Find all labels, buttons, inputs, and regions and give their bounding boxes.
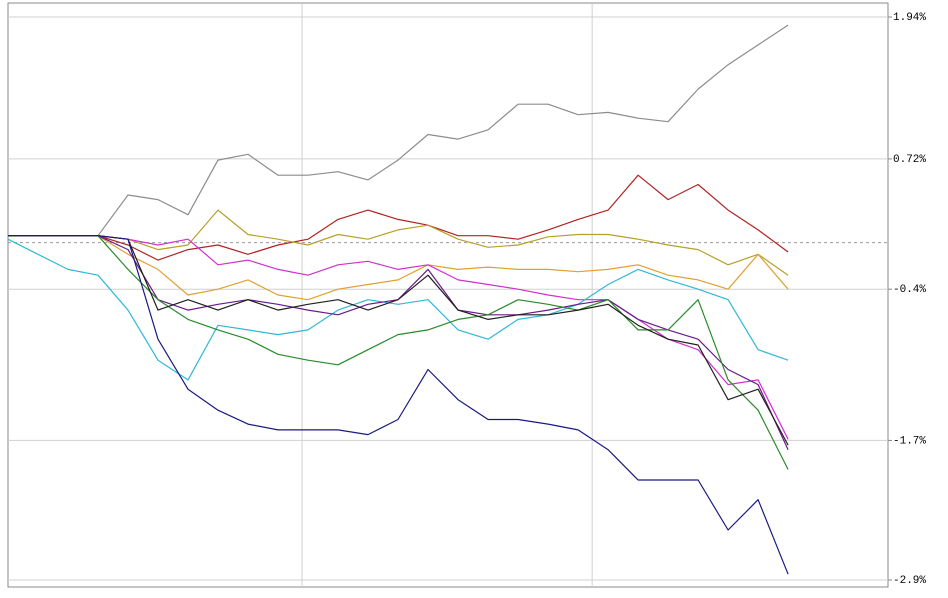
series-line [8,235,789,446]
y-tick-label: -1.7% [893,435,926,447]
series-line [8,235,789,440]
series-line [8,209,789,276]
series-line [8,235,789,575]
plot-frame [7,2,889,588]
y-tick-label: -0.4% [893,284,926,296]
series-line [8,235,789,301]
series-line [7,238,789,381]
series-line [8,174,789,261]
series-line [8,235,789,470]
series-line [8,24,789,237]
y-tick-label: 0.72% [893,154,926,166]
y-tick-label: 1.94% [893,12,926,24]
y-tick-label: -2.9% [893,575,926,587]
